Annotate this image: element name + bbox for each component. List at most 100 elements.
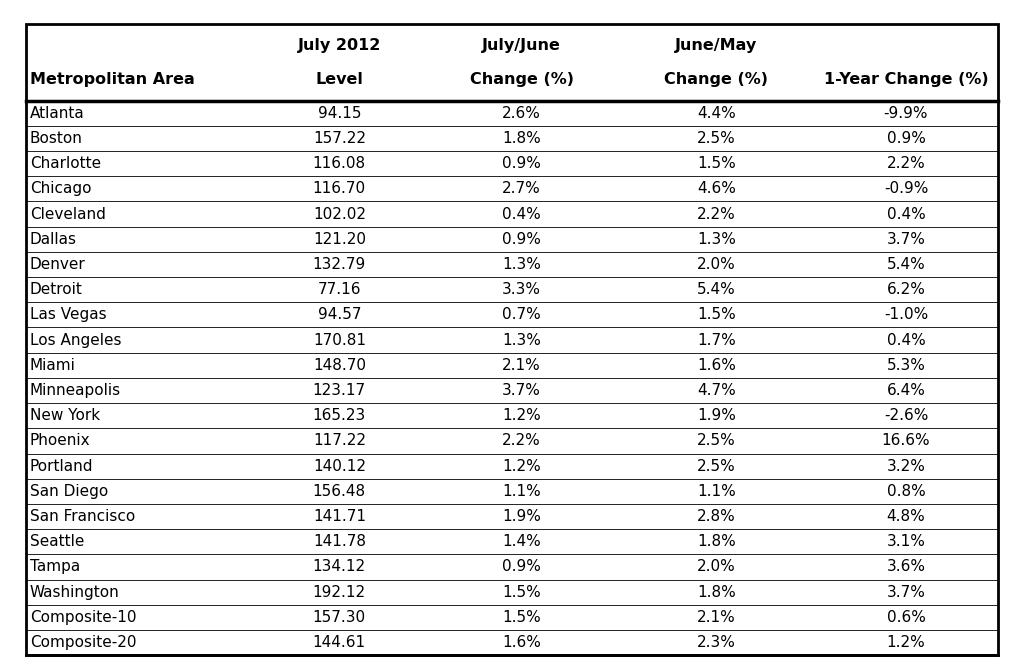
Text: 1.3%: 1.3% <box>697 232 735 247</box>
Text: 2.5%: 2.5% <box>697 433 735 448</box>
Text: 2.6%: 2.6% <box>503 106 541 121</box>
Text: 140.12: 140.12 <box>312 458 366 474</box>
Text: 116.70: 116.70 <box>312 181 366 196</box>
Text: 6.2%: 6.2% <box>887 282 926 297</box>
Text: 1.8%: 1.8% <box>697 534 735 549</box>
Text: -1.0%: -1.0% <box>884 307 928 323</box>
Text: Metropolitan Area: Metropolitan Area <box>30 71 195 87</box>
Text: 5.3%: 5.3% <box>887 358 926 373</box>
Text: Phoenix: Phoenix <box>30 433 90 448</box>
Text: 123.17: 123.17 <box>312 383 366 398</box>
Text: 3.7%: 3.7% <box>887 585 926 599</box>
Text: 116.08: 116.08 <box>312 156 366 171</box>
Text: 1.1%: 1.1% <box>503 484 541 499</box>
Text: Change (%): Change (%) <box>470 71 573 87</box>
Text: 1.2%: 1.2% <box>887 635 926 650</box>
Text: 4.6%: 4.6% <box>697 181 735 196</box>
Text: 1.4%: 1.4% <box>503 534 541 549</box>
Text: 1.7%: 1.7% <box>697 333 735 347</box>
Text: 141.71: 141.71 <box>312 509 366 524</box>
Text: 170.81: 170.81 <box>312 333 366 347</box>
Text: San Francisco: San Francisco <box>30 509 135 524</box>
Text: July/June: July/June <box>482 38 561 52</box>
Text: 121.20: 121.20 <box>312 232 366 247</box>
Text: Miami: Miami <box>30 358 76 373</box>
Text: 3.7%: 3.7% <box>887 232 926 247</box>
Text: 1.3%: 1.3% <box>503 257 541 272</box>
Text: 1.2%: 1.2% <box>503 408 541 423</box>
Text: 165.23: 165.23 <box>312 408 366 423</box>
Text: 2.3%: 2.3% <box>697 635 735 650</box>
Text: 2.2%: 2.2% <box>887 156 926 171</box>
Text: 144.61: 144.61 <box>312 635 366 650</box>
Text: 2.7%: 2.7% <box>503 181 541 196</box>
Text: 1-Year Change (%): 1-Year Change (%) <box>823 71 988 87</box>
Text: Change (%): Change (%) <box>665 71 768 87</box>
Text: 3.1%: 3.1% <box>887 534 926 549</box>
Text: 2.0%: 2.0% <box>697 257 735 272</box>
Text: 148.70: 148.70 <box>312 358 366 373</box>
Text: 2.0%: 2.0% <box>697 560 735 575</box>
Text: 5.4%: 5.4% <box>887 257 926 272</box>
Text: 0.9%: 0.9% <box>887 131 926 146</box>
Text: 1.9%: 1.9% <box>503 509 541 524</box>
Text: 1.3%: 1.3% <box>503 333 541 347</box>
Text: 1.1%: 1.1% <box>697 484 735 499</box>
Text: San Diego: San Diego <box>30 484 108 499</box>
Text: June/May: June/May <box>675 38 758 52</box>
Text: 77.16: 77.16 <box>317 282 361 297</box>
Text: 0.4%: 0.4% <box>503 206 541 222</box>
Text: 2.1%: 2.1% <box>503 358 541 373</box>
Text: 0.8%: 0.8% <box>887 484 926 499</box>
Text: 141.78: 141.78 <box>312 534 366 549</box>
Text: 4.4%: 4.4% <box>697 106 735 121</box>
Text: 2.5%: 2.5% <box>697 458 735 474</box>
Text: 3.7%: 3.7% <box>503 383 541 398</box>
Text: 3.6%: 3.6% <box>887 560 926 575</box>
Text: 16.6%: 16.6% <box>882 433 930 448</box>
Text: 156.48: 156.48 <box>312 484 366 499</box>
Text: 132.79: 132.79 <box>312 257 366 272</box>
Text: Las Vegas: Las Vegas <box>30 307 106 323</box>
Text: -9.9%: -9.9% <box>884 106 928 121</box>
Text: 2.8%: 2.8% <box>697 509 735 524</box>
Text: 94.15: 94.15 <box>317 106 361 121</box>
Text: 5.4%: 5.4% <box>697 282 735 297</box>
Text: 0.4%: 0.4% <box>887 333 926 347</box>
Text: 1.5%: 1.5% <box>503 610 541 625</box>
Text: Atlanta: Atlanta <box>30 106 84 121</box>
Text: 2.5%: 2.5% <box>697 131 735 146</box>
Text: -2.6%: -2.6% <box>884 408 928 423</box>
Text: July 2012: July 2012 <box>298 38 381 52</box>
Text: 0.6%: 0.6% <box>887 610 926 625</box>
Text: New York: New York <box>30 408 99 423</box>
Text: 117.22: 117.22 <box>312 433 366 448</box>
Text: Detroit: Detroit <box>30 282 83 297</box>
Text: 0.9%: 0.9% <box>503 560 541 575</box>
Text: Boston: Boston <box>30 131 83 146</box>
Text: 1.5%: 1.5% <box>503 585 541 599</box>
Text: 94.57: 94.57 <box>317 307 361 323</box>
Text: Minneapolis: Minneapolis <box>30 383 121 398</box>
Text: 1.6%: 1.6% <box>697 358 735 373</box>
Text: 1.8%: 1.8% <box>503 131 541 146</box>
Text: Tampa: Tampa <box>30 560 80 575</box>
Text: 2.1%: 2.1% <box>697 610 735 625</box>
Text: 192.12: 192.12 <box>312 585 366 599</box>
Text: 0.9%: 0.9% <box>503 156 541 171</box>
Text: 4.8%: 4.8% <box>887 509 926 524</box>
Text: 0.4%: 0.4% <box>887 206 926 222</box>
Text: 1.5%: 1.5% <box>697 156 735 171</box>
Text: 3.3%: 3.3% <box>502 282 542 297</box>
Text: 1.2%: 1.2% <box>503 458 541 474</box>
Text: Cleveland: Cleveland <box>30 206 105 222</box>
Text: 134.12: 134.12 <box>312 560 366 575</box>
Text: Chicago: Chicago <box>30 181 91 196</box>
Text: Charlotte: Charlotte <box>30 156 100 171</box>
Text: Level: Level <box>315 71 364 87</box>
Text: 1.5%: 1.5% <box>697 307 735 323</box>
Text: Seattle: Seattle <box>30 534 84 549</box>
Text: 0.9%: 0.9% <box>503 232 541 247</box>
Text: 157.30: 157.30 <box>312 610 366 625</box>
Text: 1.6%: 1.6% <box>503 635 541 650</box>
